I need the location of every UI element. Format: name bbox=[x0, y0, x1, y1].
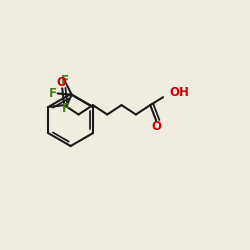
Text: O: O bbox=[152, 120, 162, 133]
Text: F: F bbox=[61, 74, 69, 87]
Text: F: F bbox=[62, 102, 70, 115]
Text: OH: OH bbox=[169, 86, 189, 99]
Text: O: O bbox=[56, 76, 66, 89]
Text: F: F bbox=[49, 87, 57, 100]
